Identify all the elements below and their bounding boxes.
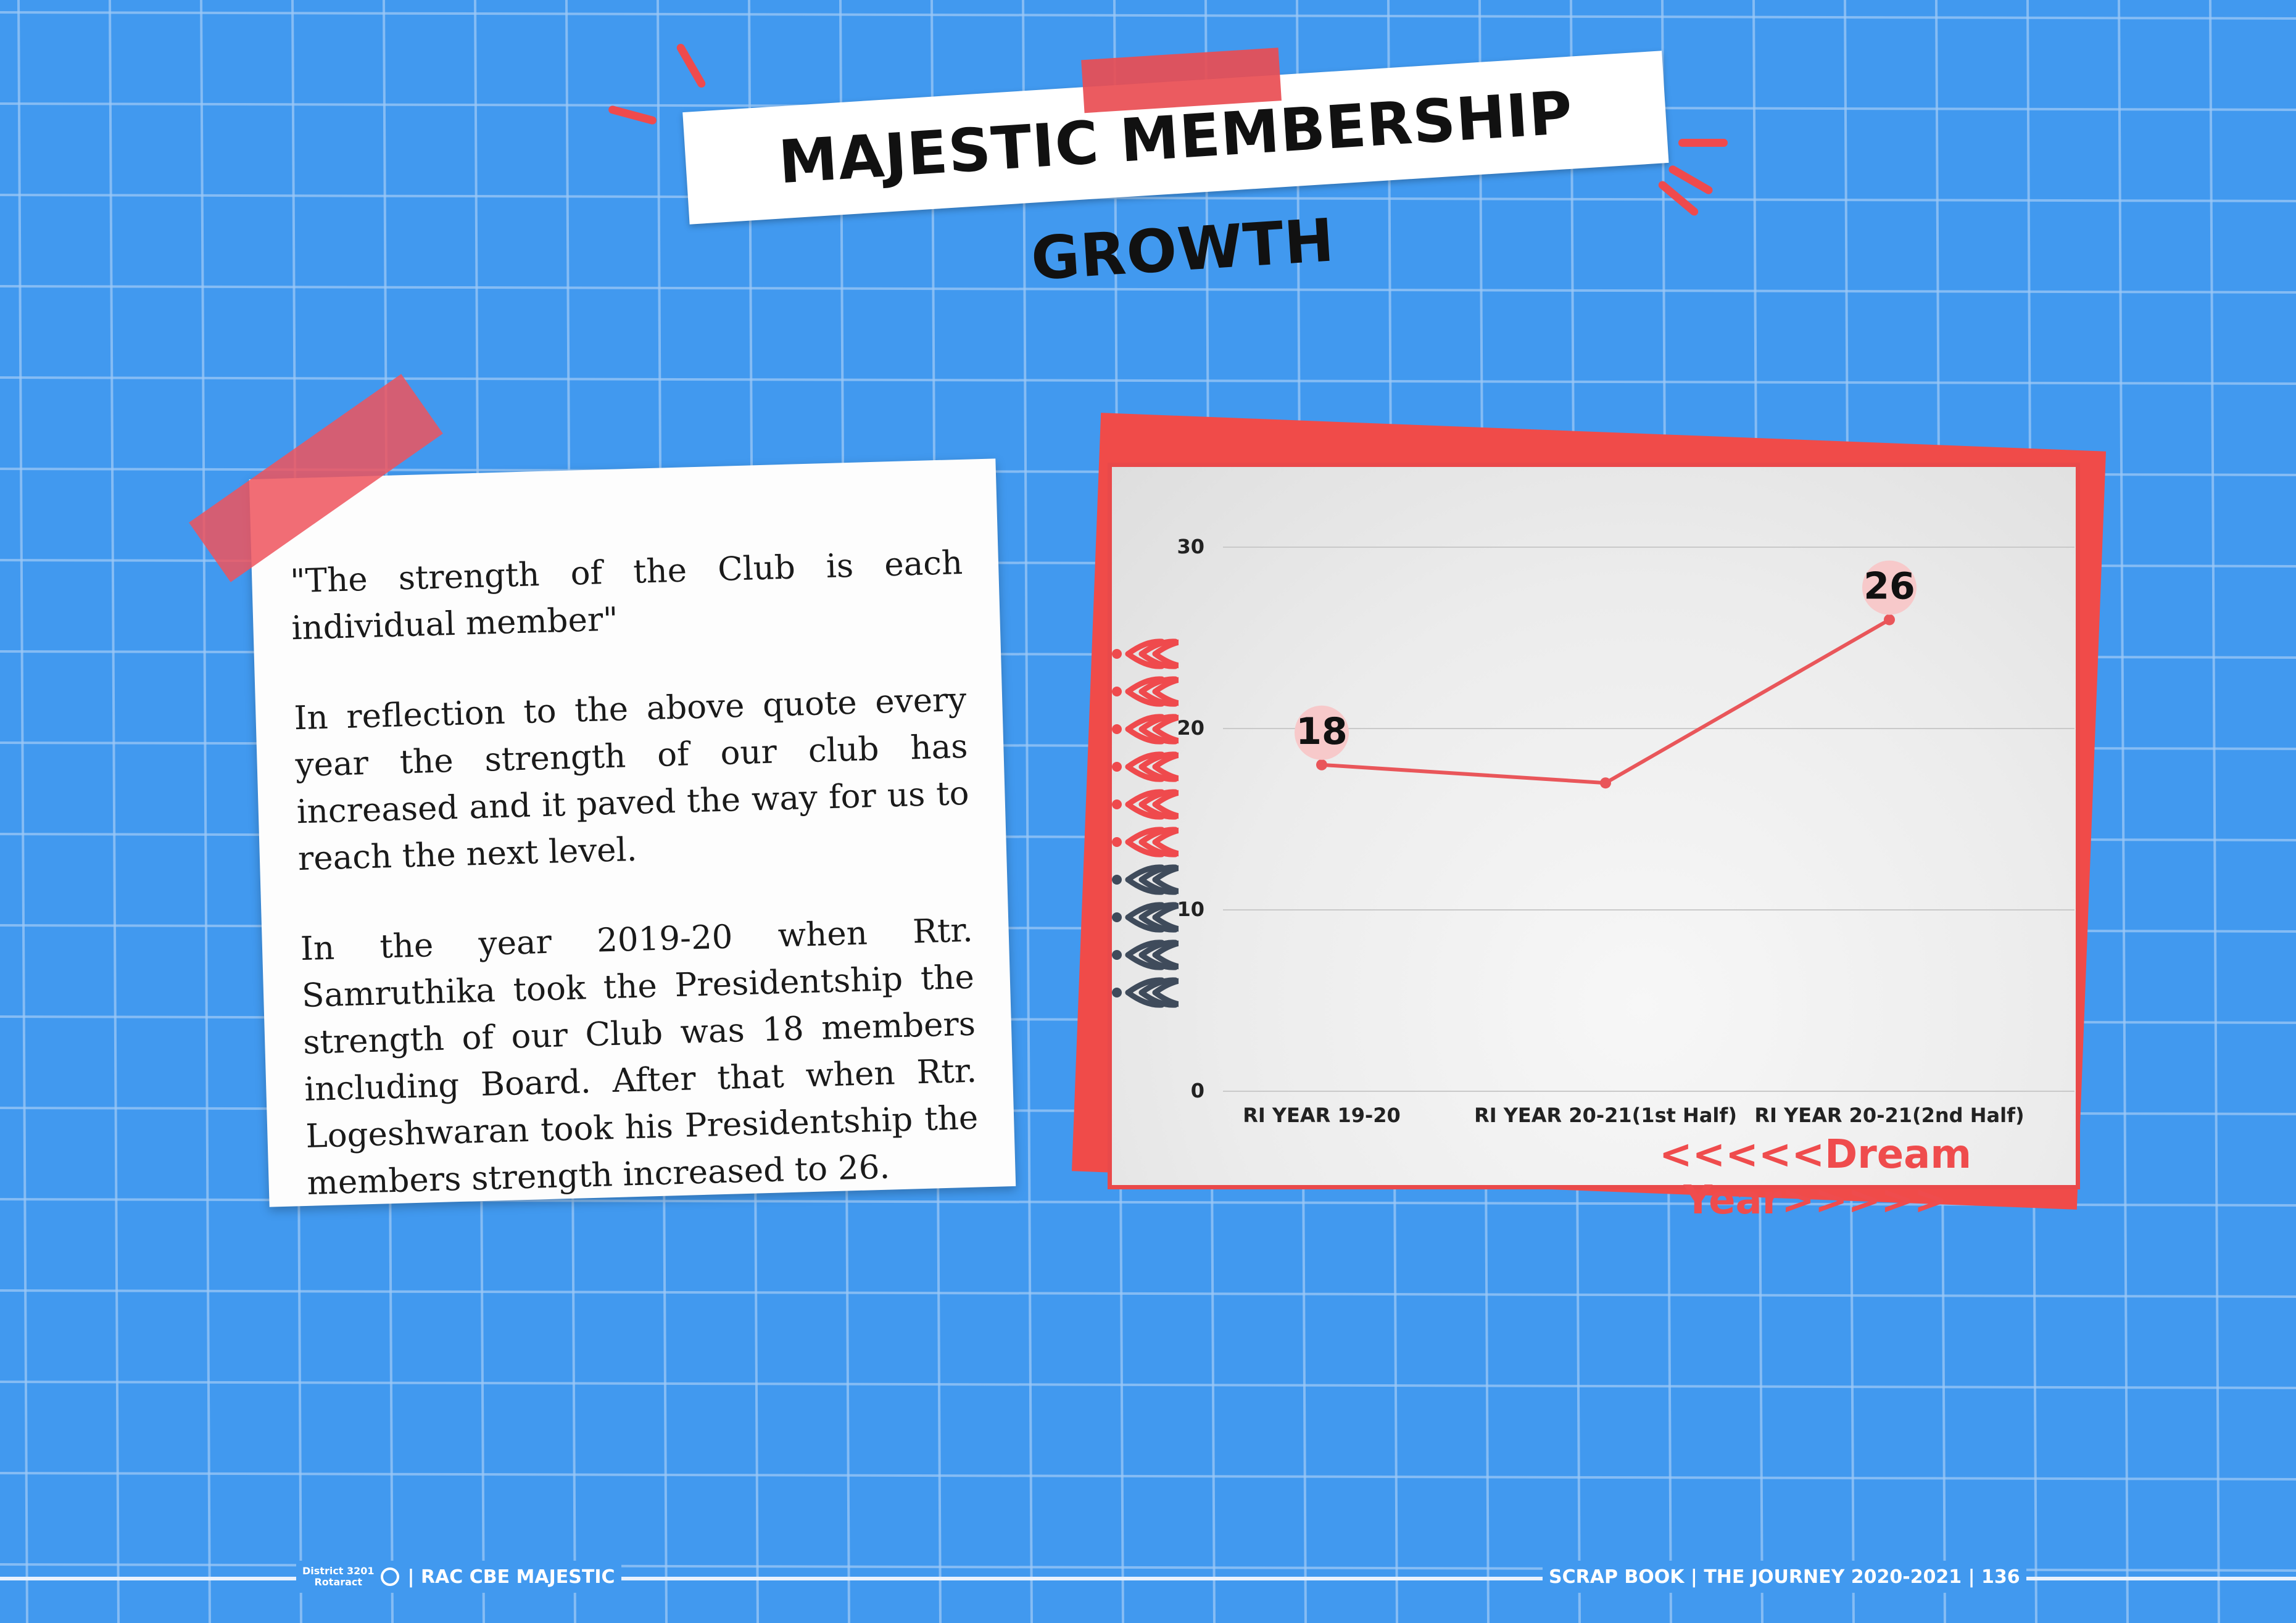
grid-line — [0, 1289, 2296, 1298]
person-icon — [1112, 864, 1179, 895]
data-label: 18 — [1296, 710, 1348, 753]
rotaract-logo: District 3201 Rotaract — [302, 1566, 375, 1588]
person-icon — [1112, 827, 1179, 857]
logo-name: Rotaract — [314, 1576, 363, 1588]
grid-line — [200, 0, 211, 1623]
data-label-badge — [1295, 705, 1349, 760]
y-tick-label: 30 — [1177, 535, 1204, 558]
person-icon — [1112, 676, 1179, 707]
spark-decoration — [1678, 139, 1728, 147]
note-body: "The strength of the Club is each indivi… — [289, 540, 981, 1250]
person-icon — [1112, 940, 1179, 970]
page-footer-label: SCRAP BOOK | THE JOURNEY 2020-2021 | 136 — [1549, 1566, 2020, 1588]
footer-left: District 3201 Rotaract | RAC CBE MAJESTI… — [296, 1561, 621, 1593]
x-tick-label: RI YEAR 20-21(2nd Half) — [1754, 1104, 2024, 1127]
grid-line — [0, 194, 2296, 202]
rotary-wheel-icon — [380, 1567, 399, 1586]
y-tick-label: 0 — [1191, 1079, 1204, 1102]
person-icon — [1112, 789, 1179, 820]
data-point — [1600, 777, 1611, 789]
data-point — [1316, 759, 1327, 770]
grid-line — [0, 376, 2296, 385]
series-line — [1321, 617, 1891, 785]
data-point — [1884, 614, 1895, 626]
person-icon — [1112, 751, 1179, 782]
data-label-badge — [1862, 560, 1917, 615]
grid-line — [0, 285, 2296, 294]
grid-line — [0, 1472, 2296, 1481]
membership-line-chart: 0 10 20 30 RI YEAR 19-20 RI YEAR 20-21(1st Ha… — [1177, 535, 2074, 1127]
footer-right: SCRAP BOOK | THE JOURNEY 2020-2021 | 136 — [1543, 1561, 2026, 1593]
chart-card: 0 10 20 30 RI YEAR 19-20 RI YEAR 20-21(1st Ha… — [1108, 463, 2080, 1223]
people-icons — [1112, 638, 1179, 1008]
person-icon — [1112, 902, 1179, 933]
person-icon — [1112, 714, 1179, 745]
grid-line — [2118, 0, 2129, 1623]
x-tick-label: RI YEAR 20-21(1st Half) — [1474, 1104, 1737, 1127]
grid-line — [17, 0, 28, 1623]
y-tick-label: 20 — [1177, 716, 1204, 740]
person-icon — [1112, 977, 1179, 1008]
grid-line — [0, 11, 2296, 20]
y-tick-label: 10 — [1177, 898, 1204, 921]
note-quote: "The strength of the Club is each indivi… — [289, 543, 963, 648]
grid-line — [109, 0, 120, 1623]
club-name: | RAC CBE MAJESTIC — [407, 1566, 615, 1588]
x-tick-label: RI YEAR 19-20 — [1243, 1104, 1401, 1127]
note-paragraph-1: In reflection to the above quote every y… — [293, 680, 970, 878]
grid-line — [0, 1381, 2296, 1389]
footer-line — [0, 1577, 2296, 1580]
grid-line — [1022, 0, 1033, 1623]
grid-line — [2209, 0, 2220, 1623]
quote-note: "The strength of the Club is each indivi… — [249, 458, 1016, 1207]
logo-district: District 3201 — [302, 1565, 375, 1577]
data-label: 26 — [1863, 565, 1915, 608]
note-paragraph-2: In the year 2019-20 when Rtr. Samruthika… — [300, 911, 979, 1202]
dream-year-annotation: <<<<<Dream Year>>>>> — [1659, 1132, 1972, 1223]
person-icon — [1112, 638, 1179, 669]
